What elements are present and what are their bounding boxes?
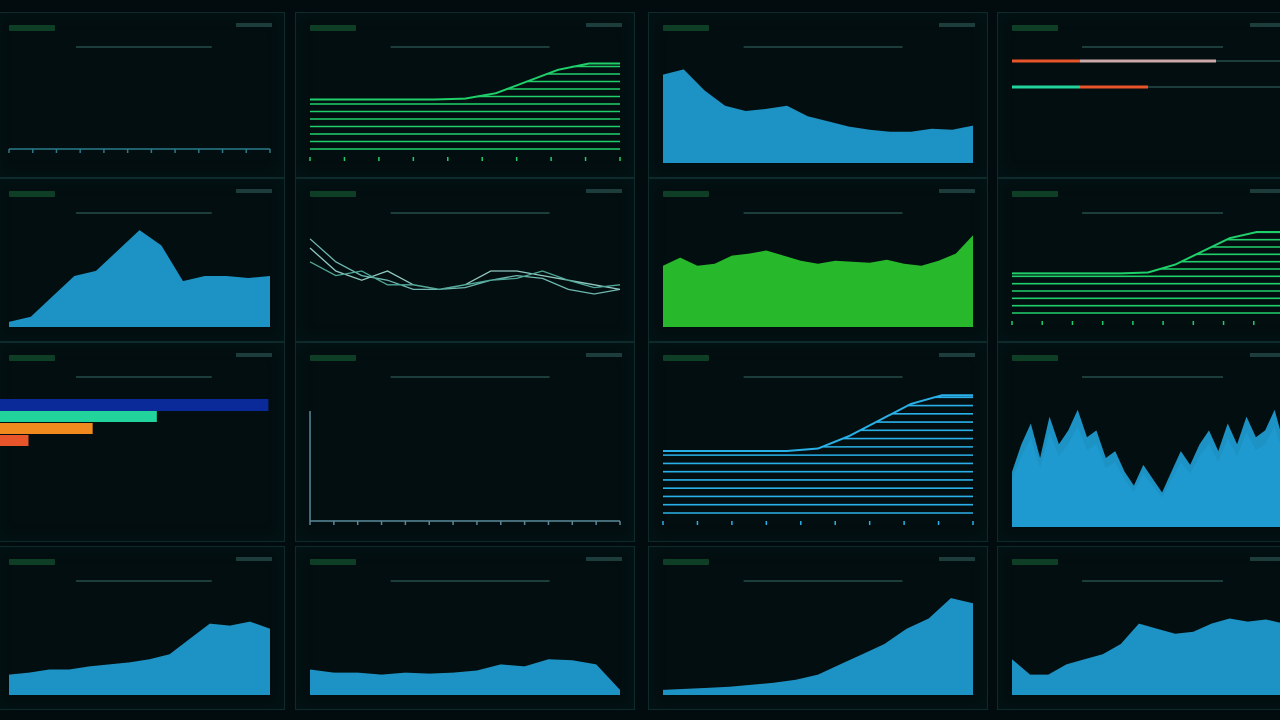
panel-r4c2 — [295, 546, 635, 710]
chart-svg — [9, 189, 272, 327]
chart-svg — [662, 353, 975, 525]
title-placeholder — [9, 191, 55, 197]
chart-svg — [309, 189, 622, 295]
header-tag — [1250, 557, 1280, 561]
chart-svg — [309, 353, 622, 525]
title-placeholder — [1012, 25, 1058, 31]
panel-r1c4 — [997, 12, 1280, 178]
chart-svg — [8, 23, 272, 153]
title-placeholder — [310, 191, 356, 197]
title-placeholder — [1012, 191, 1058, 197]
chart-svg — [309, 23, 622, 161]
header-tag — [586, 23, 622, 27]
series-area — [1012, 426, 1280, 527]
chart-svg — [0, 353, 272, 446]
header-tag — [1250, 23, 1280, 27]
title-placeholder — [1012, 355, 1058, 361]
series-area — [9, 230, 270, 327]
panel-r2c1 — [0, 178, 285, 342]
panel-r3c4 — [997, 342, 1280, 542]
series-line — [1012, 231, 1280, 275]
series-line — [309, 247, 621, 291]
chart-svg — [1012, 23, 1280, 89]
header-tag — [939, 353, 975, 357]
bar — [0, 423, 93, 434]
series-area — [663, 598, 973, 695]
panel-r4c4 — [997, 546, 1280, 710]
chart-svg — [663, 557, 975, 695]
series-line — [663, 394, 973, 452]
panel-r2c3 — [648, 178, 988, 342]
panel-r1c3 — [648, 12, 988, 178]
title-placeholder — [310, 559, 356, 565]
panel-r2c4 — [997, 178, 1280, 342]
title-placeholder — [310, 355, 356, 361]
panel-r3c3 — [648, 342, 988, 542]
series-area — [1012, 618, 1280, 695]
chart-svg — [1011, 189, 1280, 325]
chart-svg — [310, 557, 622, 695]
header-tag — [1250, 189, 1280, 193]
series-line — [310, 62, 620, 101]
header-tag — [939, 23, 975, 27]
header-tag — [939, 189, 975, 193]
header-tag — [236, 189, 272, 193]
series-line — [309, 238, 621, 295]
panel-r2c2 — [295, 178, 635, 342]
header-tag — [586, 353, 622, 357]
header-tag — [1250, 353, 1280, 357]
title-placeholder — [310, 25, 356, 31]
chart-svg — [1012, 353, 1280, 527]
header-tag — [236, 557, 272, 561]
chart-svg — [1012, 557, 1280, 695]
title-placeholder — [663, 559, 709, 565]
bar — [0, 399, 269, 411]
panel-r3c1 — [0, 342, 285, 542]
series-area — [310, 659, 620, 695]
title-placeholder — [1012, 559, 1058, 565]
chart-svg — [9, 557, 272, 695]
panel-r1c1 — [0, 12, 285, 178]
panel-r4c1 — [0, 546, 285, 710]
title-placeholder — [9, 559, 55, 565]
title-placeholder — [663, 191, 709, 197]
chart-svg — [663, 23, 975, 163]
header-tag — [236, 353, 272, 357]
panel-r3c2 — [295, 342, 635, 542]
title-placeholder — [663, 355, 709, 361]
title-placeholder — [9, 355, 55, 361]
bar — [0, 411, 157, 422]
panel-r1c2 — [295, 12, 635, 178]
header-tag — [586, 189, 622, 193]
title-placeholder — [663, 25, 709, 31]
series-area — [663, 69, 973, 163]
chart-svg — [663, 189, 975, 327]
series-area — [9, 621, 270, 695]
header-tag — [939, 557, 975, 561]
series-line — [309, 261, 621, 291]
bar — [0, 435, 29, 446]
series-area — [663, 235, 973, 327]
header-tag — [586, 557, 622, 561]
panel-r4c3 — [648, 546, 988, 710]
title-placeholder — [9, 25, 55, 31]
header-tag — [236, 23, 272, 27]
